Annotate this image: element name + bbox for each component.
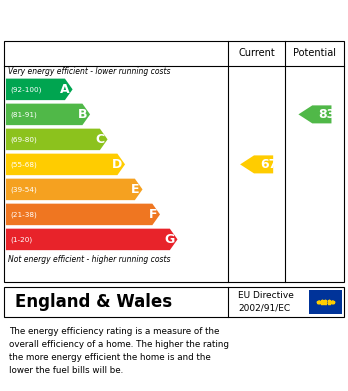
Text: C: C (96, 133, 105, 146)
Polygon shape (299, 106, 331, 124)
Text: B: B (78, 108, 87, 121)
Text: 67: 67 (260, 158, 278, 171)
Text: (1-20): (1-20) (10, 236, 32, 243)
Text: Not energy efficient - higher running costs: Not energy efficient - higher running co… (8, 255, 170, 264)
Text: EU Directive
2002/91/EC: EU Directive 2002/91/EC (238, 291, 294, 313)
Polygon shape (6, 204, 160, 225)
Polygon shape (240, 155, 273, 173)
Text: (81-91): (81-91) (10, 111, 37, 118)
Text: (21-38): (21-38) (10, 211, 37, 218)
Text: England & Wales: England & Wales (15, 293, 172, 311)
Text: E: E (131, 183, 140, 196)
Text: F: F (149, 208, 157, 221)
Text: Potential: Potential (293, 48, 337, 58)
Text: G: G (165, 233, 175, 246)
Bar (309, 290, 342, 314)
Text: Energy Efficiency Rating: Energy Efficiency Rating (10, 12, 220, 27)
Polygon shape (6, 229, 177, 250)
Text: (55-68): (55-68) (10, 161, 37, 168)
Text: D: D (112, 158, 122, 171)
Text: 83: 83 (319, 108, 336, 121)
Text: The energy efficiency rating is a measure of the
overall efficiency of a home. T: The energy efficiency rating is a measur… (9, 327, 229, 375)
Text: A: A (60, 83, 70, 96)
Polygon shape (6, 179, 143, 200)
Text: (92-100): (92-100) (10, 86, 41, 93)
Polygon shape (6, 129, 108, 150)
Text: (69-80): (69-80) (10, 136, 37, 143)
Polygon shape (6, 79, 73, 100)
Text: Current: Current (238, 48, 275, 58)
Polygon shape (6, 154, 125, 175)
Polygon shape (6, 104, 90, 125)
Text: Very energy efficient - lower running costs: Very energy efficient - lower running co… (8, 67, 170, 76)
Text: (39-54): (39-54) (10, 186, 37, 193)
